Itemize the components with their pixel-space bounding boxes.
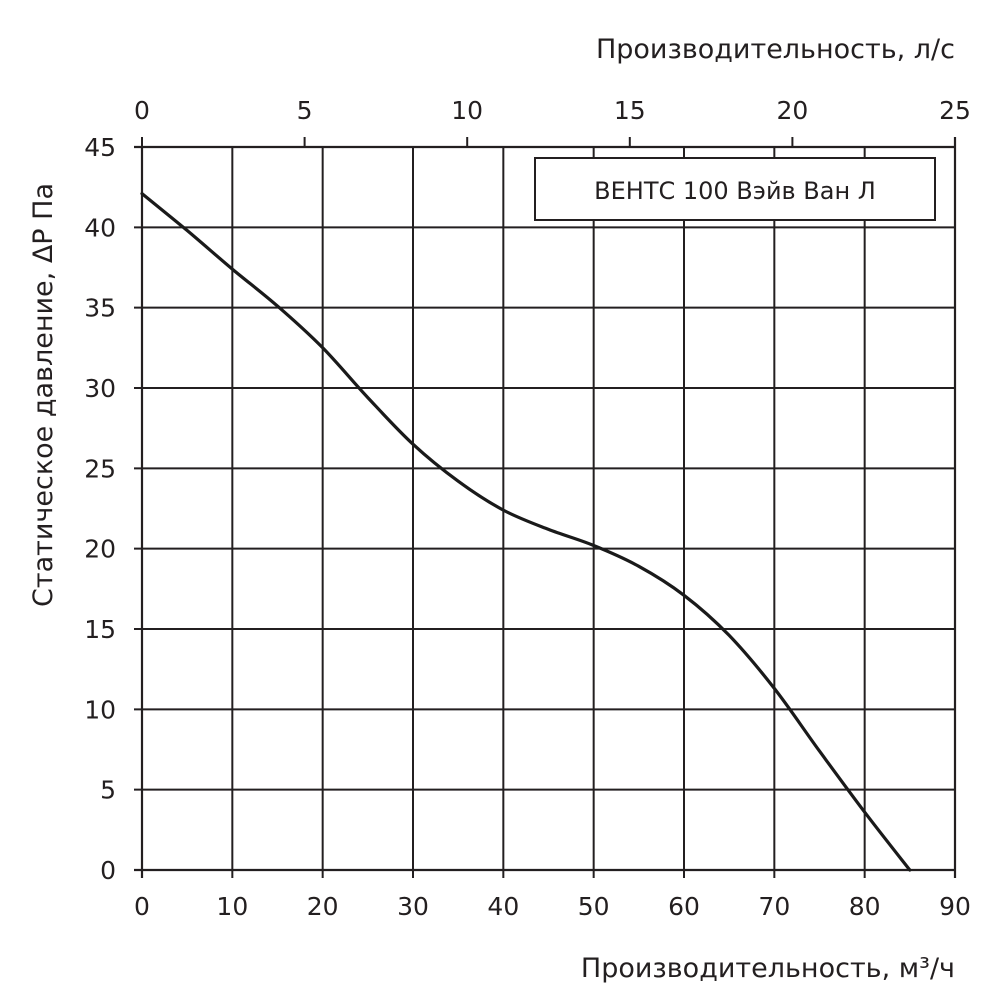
- x-tick-label: 20: [307, 892, 339, 921]
- y-tick-label: 25: [84, 454, 116, 483]
- y-axis-ticks: 0 5 10 15 20 25 30 35 40 45: [84, 133, 116, 885]
- x-tick-label: 10: [216, 892, 248, 921]
- performance-curve: [140, 192, 912, 872]
- x-tick-label: 40: [487, 892, 519, 921]
- y-tick-label: 40: [84, 213, 116, 242]
- x-axis-top-ticks: 0 5 10 15 20 25: [134, 96, 971, 147]
- x-axis-bottom-ticks: 0 10 20 30 40 50 60 70 80 90: [134, 870, 971, 921]
- x-tick-label: 90: [939, 892, 971, 921]
- x-tick-label: 30: [397, 892, 429, 921]
- x-top-tick-label: 0: [134, 96, 150, 125]
- x-axis-bottom-title: Производительность, м³/ч: [581, 953, 955, 984]
- x-tick-label: 60: [668, 892, 700, 921]
- x-tick-label: 70: [758, 892, 790, 921]
- y-tick-label: 5: [100, 776, 116, 805]
- grid-lines: [134, 147, 955, 870]
- x-top-tick-label: 5: [297, 96, 313, 125]
- x-tick-label: 50: [578, 892, 610, 921]
- legend: ВЕНТС 100 Вэйв Ван Л: [534, 157, 936, 221]
- legend-box: [534, 157, 936, 221]
- y-tick-label: 20: [84, 535, 116, 564]
- y-axis-title: Статическое давление, ΔP Па: [28, 183, 59, 607]
- x-top-tick-label: 20: [776, 96, 808, 125]
- x-axis-top-title: Производительность, л/с: [596, 34, 955, 65]
- x-top-tick-label: 25: [939, 96, 971, 125]
- y-tick-label: 0: [100, 856, 116, 885]
- y-tick-label: 15: [84, 615, 116, 644]
- y-tick-label: 35: [84, 294, 116, 323]
- y-tick-label: 30: [84, 374, 116, 403]
- legend-label: ВЕНТС 100 Вэйв Ван Л: [594, 177, 876, 205]
- x-tick-label: 80: [849, 892, 881, 921]
- x-tick-label: 0: [134, 892, 150, 921]
- y-tick-label: 10: [84, 695, 116, 724]
- x-top-tick-label: 10: [451, 96, 483, 125]
- axes: [134, 137, 957, 878]
- y-tick-label: 45: [84, 133, 116, 162]
- x-top-tick-label: 15: [614, 96, 646, 125]
